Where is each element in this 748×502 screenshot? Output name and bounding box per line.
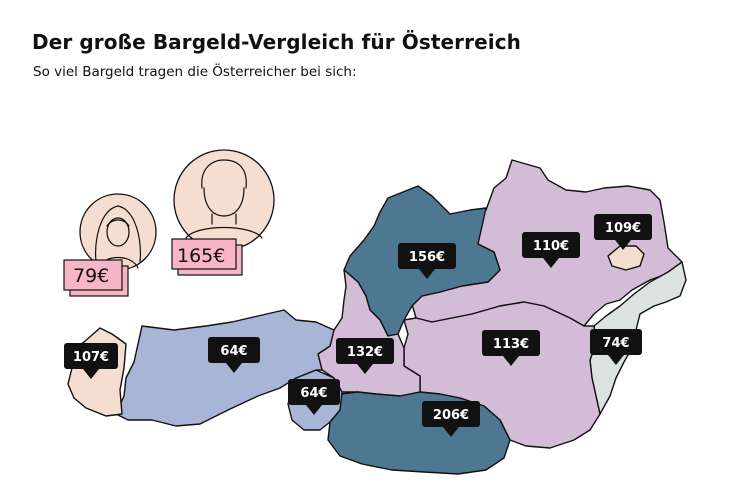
pin-oberoesterreich-value: 156€ [409,250,445,265]
pin-niederoesterreich-value: 110€ [533,239,569,254]
pin-wien-value: 109€ [605,221,641,236]
pin-tirol: 64€ [208,337,260,373]
pin-niederoesterreich: 110€ [522,232,580,268]
pin-osttirol-value: 64€ [300,386,327,401]
pin-salzburg: 132€ [336,338,394,374]
pin-wien: 109€ [594,214,652,250]
female-avatar [79,193,157,271]
page-subtitle: So viel Bargeld tragen die Österreicher … [33,64,357,80]
pin-kaernten-value: 206€ [433,408,469,423]
pin-osttirol: 64€ [288,379,340,415]
pin-vorarlberg-value: 107€ [73,350,109,365]
page-title: Der große Bargeld-Vergleich für Österrei… [32,30,522,54]
pin-oberoesterreich: 156€ [398,243,456,279]
pin-steiermark: 113€ [482,330,540,366]
pin-burgenland-value: 74€ [602,336,629,351]
pin-tirol-value: 64€ [220,344,247,359]
pin-kaernten: 206€ [422,401,480,437]
pin-salzburg-value: 132€ [347,345,383,360]
male-avatar [173,149,275,251]
male-amount: 165€ [177,245,225,267]
female-money-bill: 79€ [63,259,129,297]
pin-steiermark-value: 113€ [493,337,529,352]
female-amount: 79€ [73,265,109,287]
region-vorarlberg [67,327,127,417]
pin-vorarlberg: 107€ [64,343,118,379]
male-money-bill: 165€ [171,238,243,276]
pin-burgenland: 74€ [590,329,642,365]
